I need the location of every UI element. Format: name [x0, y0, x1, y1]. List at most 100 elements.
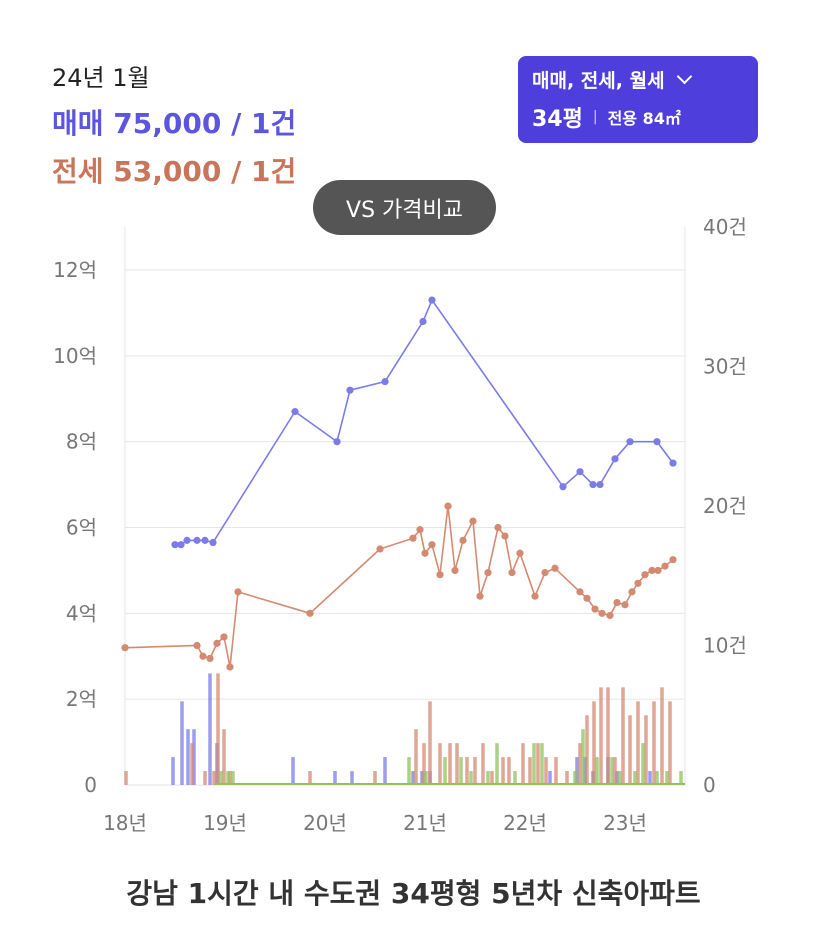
y-left-tick-label: 6억	[66, 516, 97, 540]
volume-bar-0	[186, 729, 190, 785]
price-point-1	[606, 611, 614, 620]
price-point-0	[193, 536, 201, 544]
volume-bar-1	[124, 771, 128, 785]
x-tick-label: 18년	[103, 811, 147, 835]
volume-bar-1	[212, 771, 216, 785]
price-point-1	[634, 579, 642, 587]
volume-bar-0	[180, 701, 184, 785]
volume-bar-2	[486, 771, 490, 785]
price-point-1	[501, 532, 509, 540]
volume-bar-1	[473, 757, 477, 785]
price-point-1	[598, 609, 606, 617]
price-point-1	[421, 549, 429, 557]
x-tick-label: 19년	[203, 811, 247, 835]
volume-bar-1	[190, 743, 194, 785]
y-right-tick-label: 40건	[703, 215, 747, 239]
volume-bar-0	[333, 771, 337, 785]
price-point-0	[201, 536, 209, 544]
price-point-1	[226, 663, 234, 671]
volume-bar-1	[373, 771, 377, 785]
volume-bar-2	[407, 757, 411, 785]
price-point-0	[291, 408, 299, 416]
price-point-1	[628, 588, 636, 596]
price-point-1	[516, 549, 524, 557]
price-point-1	[451, 566, 459, 575]
volume-bar-1	[628, 715, 632, 785]
y-left-tick-label: 8억	[66, 430, 97, 454]
price-point-1	[428, 541, 436, 549]
vs-price-compare-button[interactable]: VS 가격비교	[313, 180, 496, 235]
price-point-1	[234, 588, 242, 596]
price-point-1	[494, 523, 502, 532]
jeonse-price-summary: 전세 53,000 / 1건	[52, 155, 297, 188]
y-right-tick-label: 30건	[703, 355, 747, 379]
volume-bar-2	[469, 771, 473, 785]
volume-bar-0	[420, 771, 424, 785]
price-line-0	[175, 298, 674, 546]
price-point-0	[428, 296, 436, 304]
price-point-0	[381, 377, 389, 386]
price-point-1	[508, 568, 516, 577]
y-left-tick-label: 2억	[66, 687, 97, 711]
volume-bar-2	[231, 771, 235, 785]
volume-bar-0	[171, 757, 175, 785]
volume-bar-1	[613, 757, 617, 785]
volume-bar-2	[610, 757, 614, 785]
volume-bar-2	[679, 771, 683, 785]
deal-type-size-selector[interactable]: 매매, 전세, 월세 34평 | 전용 84㎡	[518, 56, 758, 143]
volume-bar-1	[428, 701, 432, 785]
y-right-tick-label: 20건	[703, 494, 747, 518]
selected-month: 24년 1월	[52, 64, 150, 92]
y-right-tick-label: 10건	[703, 634, 747, 658]
volume-bar-2	[443, 757, 447, 785]
volume-bar-0	[192, 729, 196, 785]
volume-bar-1	[308, 771, 312, 785]
exclusive-area-label: 전용 84㎡	[607, 109, 681, 128]
x-tick-label: 20년	[303, 811, 347, 835]
price-point-0	[576, 468, 584, 476]
volume-bar-1	[636, 701, 640, 785]
price-point-0	[596, 480, 604, 489]
volume-bar-2	[665, 771, 669, 785]
sale-price-summary: 매매 75,000 / 1건	[52, 107, 297, 140]
volume-bar-1	[490, 771, 494, 785]
price-point-0	[171, 541, 179, 549]
x-tick-label: 22년	[503, 811, 547, 835]
y-left-tick-label: 12억	[53, 258, 97, 282]
volume-bar-0	[615, 771, 619, 785]
divider: |	[592, 109, 598, 125]
y-left-tick-label: 4억	[66, 601, 97, 625]
volume-bar-0	[575, 757, 579, 785]
price-point-1	[476, 592, 484, 600]
price-point-1	[661, 562, 669, 570]
volume-bar-2	[459, 757, 463, 785]
volume-bar-1	[422, 743, 426, 785]
price-point-1	[220, 633, 228, 641]
volume-bar-1	[414, 729, 418, 785]
volume-bar-2	[532, 743, 536, 785]
price-point-1	[531, 592, 539, 600]
price-point-1	[206, 654, 214, 662]
price-point-1	[436, 571, 444, 579]
volume-bar-1	[465, 757, 469, 785]
x-tick-label: 21년	[403, 811, 447, 835]
volume-bar-1	[536, 743, 540, 785]
volume-bar-0	[648, 771, 652, 785]
volume-bar-1	[501, 757, 505, 785]
volume-bar-2	[495, 743, 499, 785]
volume-bar-1	[652, 701, 656, 785]
price-point-1	[409, 534, 417, 542]
volume-bar-1	[599, 687, 603, 785]
volume-bar-2	[641, 743, 645, 785]
price-point-0	[611, 455, 619, 463]
volume-bar-1	[660, 687, 664, 785]
price-trend-chart: 0 2억 4억 6억 8억 10억 12억 0 10건 20건 30건 40건 18년 19년 20년 21년…	[53, 215, 747, 835]
volume-bar-0	[583, 757, 587, 785]
volume-bar-1	[222, 729, 226, 785]
volume-bar-1	[455, 743, 459, 785]
price-point-0	[183, 536, 191, 544]
price-point-0	[333, 438, 341, 446]
volume-bar-0	[411, 771, 415, 785]
price-point-0	[419, 317, 427, 326]
volume-bar-1	[521, 743, 525, 785]
